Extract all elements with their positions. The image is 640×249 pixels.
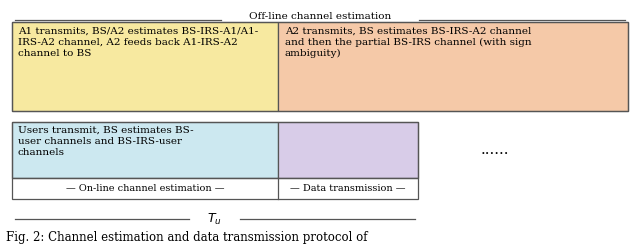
- Text: — On-line channel estimation —: — On-line channel estimation —: [66, 184, 224, 193]
- Bar: [12, 22, 278, 111]
- Text: Users transmit, BS estimates BS-
user channels and BS-IRS-user
channels: Users transmit, BS estimates BS- user ch…: [18, 126, 193, 157]
- Bar: [12, 122, 418, 178]
- Text: Fig. 2: Channel estimation and data transmission protocol of: Fig. 2: Channel estimation and data tran…: [6, 231, 368, 244]
- Text: $T_u$: $T_u$: [207, 212, 222, 227]
- Bar: [278, 22, 628, 111]
- Text: ......: ......: [481, 143, 509, 157]
- Bar: [278, 122, 418, 178]
- Bar: [12, 22, 628, 111]
- Text: — Data transmission —: — Data transmission —: [291, 184, 406, 193]
- Bar: [12, 122, 278, 178]
- Text: A1 transmits, BS/A2 estimates BS-IRS-A1/A1-
IRS-A2 channel, A2 feeds back A1-IRS: A1 transmits, BS/A2 estimates BS-IRS-A1/…: [18, 27, 258, 58]
- Text: Off-line channel estimation: Off-line channel estimation: [249, 12, 391, 21]
- Bar: [12, 178, 418, 199]
- Text: A2 transmits, BS estimates BS-IRS-A2 channel
and then the partial BS-IRS channel: A2 transmits, BS estimates BS-IRS-A2 cha…: [285, 27, 531, 59]
